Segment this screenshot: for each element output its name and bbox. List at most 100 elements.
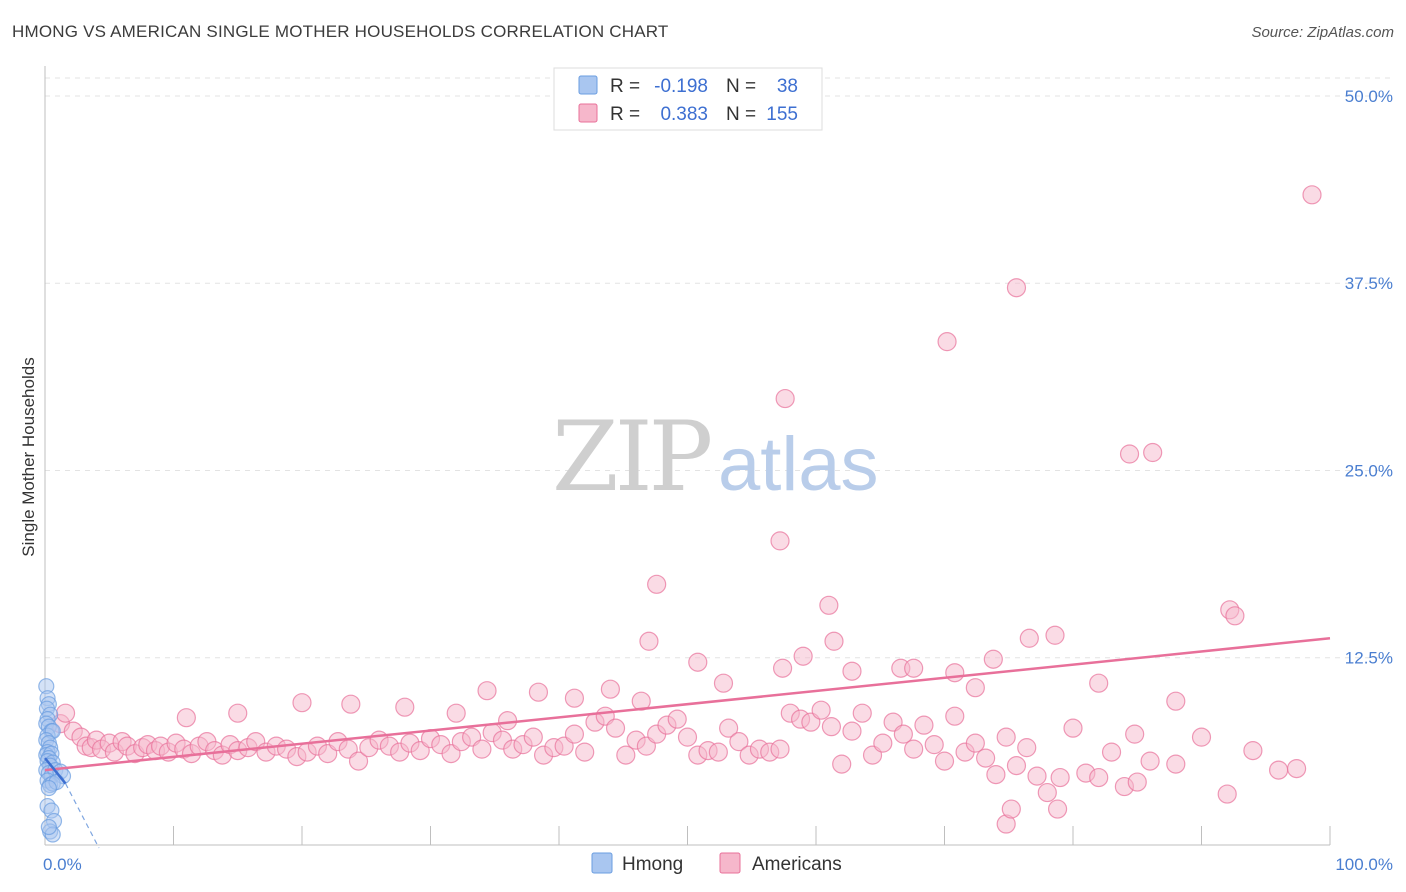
americans-point-105: [1037, 782, 1057, 803]
americans-point-96: [945, 706, 965, 726]
americans-point-118: [1268, 760, 1289, 780]
legend-box: [553, 67, 823, 131]
americans-point-123: [965, 678, 985, 698]
americans-point-73: [708, 742, 728, 762]
americans-point-102: [1006, 756, 1027, 776]
americans-point-131: [477, 681, 497, 701]
americans-point-121: [1001, 799, 1021, 819]
legend-r-label-hmong: R =: [610, 76, 640, 97]
americans-point-157: [1119, 444, 1140, 464]
americans-point-95: [934, 751, 955, 771]
americans-point-110: [1101, 742, 1122, 762]
grid-lines: [45, 77, 1395, 659]
americans-point-117: [1243, 741, 1263, 761]
americans-point-104: [1027, 766, 1047, 786]
americans-point-159: [1302, 185, 1322, 205]
americans-point-149: [904, 658, 924, 678]
legend-n-value-hmong: 38: [777, 76, 798, 97]
americans-point-112: [1127, 772, 1147, 792]
americans-point-137: [631, 691, 651, 711]
americans-point-69: [667, 709, 687, 729]
americans-point-92: [904, 739, 924, 759]
americans-point-79: [770, 739, 790, 759]
americans-point-93: [914, 715, 934, 735]
americans-point-155: [937, 332, 957, 352]
americans-point-158: [1143, 442, 1163, 463]
americans-point-85: [832, 754, 852, 774]
legend-swatch-americans: [578, 103, 598, 123]
americans-point-109: [1089, 767, 1109, 788]
hmong-trend-line: [44, 757, 67, 785]
americans-trend-line: [44, 637, 1331, 772]
americans-point-154: [1225, 606, 1245, 626]
bottom-legend-hmong: Hmong: [622, 854, 683, 875]
americans-point-134: [228, 703, 248, 723]
americans-point-129: [600, 679, 621, 699]
americans-point-116: [1217, 784, 1237, 804]
americans-point-74: [719, 718, 739, 738]
y-tick-label-3: 50.0%: [1345, 87, 1393, 106]
americans-point-86: [842, 721, 862, 741]
americans-point-138: [528, 682, 549, 702]
y-tick-label-0: 12.5%: [1345, 649, 1393, 668]
americans-point-114: [1166, 754, 1186, 774]
legend-r-value-americans: 0.383: [660, 104, 708, 125]
americans-point-119: [1286, 758, 1307, 779]
x-tick-label-max: 100.0%: [1335, 855, 1393, 874]
americans-point-136: [713, 673, 734, 693]
americans-point-127: [772, 658, 793, 678]
hmong-points: [38, 678, 72, 843]
americans-point-150: [983, 649, 1003, 669]
americans-point-147: [775, 388, 795, 409]
americans-point-59: [564, 724, 585, 744]
series-legend: Hmong Americans: [591, 852, 842, 875]
americans-point-106: [1050, 767, 1070, 788]
americans-point-89: [873, 733, 893, 753]
source-label: Source: ZipAtlas.com: [1251, 24, 1394, 41]
americans-point-100: [986, 764, 1006, 785]
americans-point-38: [348, 751, 369, 771]
americans-point-60: [575, 742, 595, 762]
americans-point-70: [677, 727, 698, 747]
americans-point-75: [729, 732, 749, 752]
americans-point-145: [639, 631, 659, 651]
americans-point-63: [605, 718, 626, 738]
americans-point-148: [819, 595, 839, 615]
x-tick-labels: 0.0% 100.0%: [43, 855, 1393, 874]
legend-n-label-hmong: N =: [726, 76, 756, 97]
bottom-legend-americans: Americans: [752, 854, 842, 875]
americans-point-124: [945, 663, 965, 683]
y-tick-label-2: 37.5%: [1345, 274, 1393, 293]
legend-r-value-hmong: -0.198: [654, 76, 708, 97]
americans-point-156: [1006, 278, 1027, 298]
americans-point-146: [770, 531, 790, 551]
legend-swatch-hmong: [578, 75, 598, 95]
americans-point-55: [523, 727, 543, 747]
americans-point-1: [55, 703, 76, 723]
americans-point-50: [472, 739, 492, 759]
hmong-point-31: [40, 779, 57, 797]
americans-point-128: [688, 652, 708, 672]
hmong-point-37: [40, 818, 57, 836]
x-tick-label-min: 0.0%: [43, 855, 82, 874]
americans-point-113: [1140, 751, 1160, 771]
bottom-legend-swatch-hmong: [591, 852, 613, 874]
trend-lines: [44, 637, 1331, 849]
americans-point-152: [1045, 625, 1065, 645]
americans-point-101: [996, 727, 1016, 747]
americans-point-151: [1019, 628, 1039, 648]
americans-point-132: [341, 694, 361, 714]
americans-point-107: [1063, 718, 1083, 738]
chart-title: HMONG VS AMERICAN SINGLE MOTHER HOUSEHOL…: [12, 22, 669, 41]
americans-point-94: [924, 735, 944, 755]
americans-point-162: [1089, 673, 1109, 693]
y-tick-labels: 12.5% 25.0% 37.5% 50.0%: [1345, 87, 1393, 668]
americans-point-161: [1125, 724, 1145, 744]
americans-point-87: [852, 703, 872, 723]
americans-point-140: [446, 703, 466, 723]
americans-point-144: [647, 574, 667, 594]
legend-n-value-americans: 155: [766, 104, 798, 125]
americans-point-126: [842, 661, 862, 681]
americans-point-115: [1191, 727, 1212, 747]
